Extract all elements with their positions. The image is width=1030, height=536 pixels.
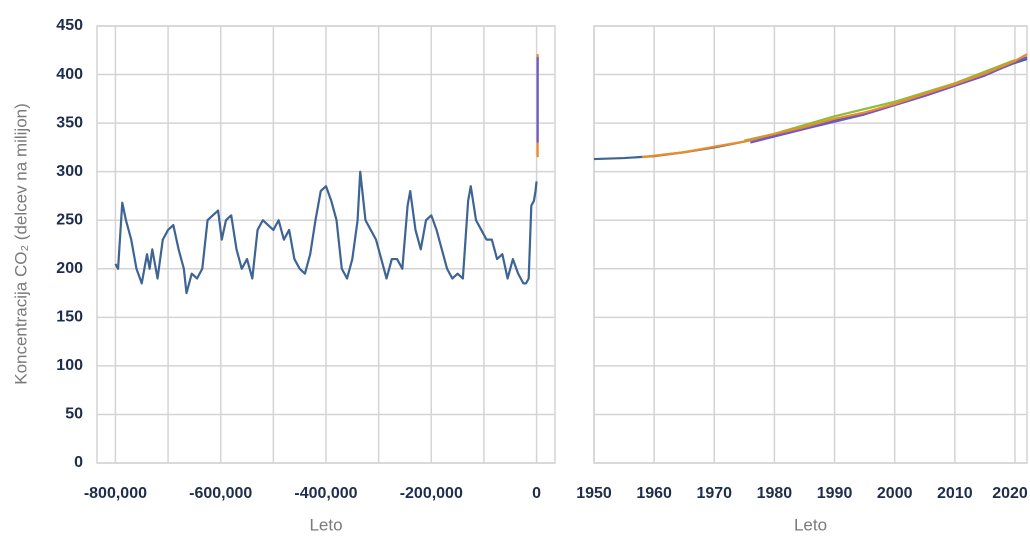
x-tick-label: -200,000 xyxy=(400,485,463,502)
x-tick-label: 1980 xyxy=(757,485,793,502)
y-tick-label: 200 xyxy=(56,260,83,277)
y-tick-label: 0 xyxy=(74,454,83,471)
data-line xyxy=(750,56,1028,144)
x-tick-label: -400,000 xyxy=(294,485,357,502)
y-tick-label: 100 xyxy=(56,357,83,374)
x-tick-label: -800,000 xyxy=(84,485,147,502)
y-tick-label: 150 xyxy=(56,309,83,326)
y-tick-label: 300 xyxy=(56,163,83,180)
y-tick-label: 400 xyxy=(56,66,83,83)
x-tick-label: 1970 xyxy=(696,485,732,502)
data-line xyxy=(641,53,1028,159)
y-tick-label: 450 xyxy=(56,17,83,34)
x-tick-label: 2000 xyxy=(877,485,913,502)
x-axis-label: Leto xyxy=(794,515,827,534)
plot-area xyxy=(593,25,1028,464)
y-tick-label: 50 xyxy=(65,406,83,423)
x-tick-label: 1960 xyxy=(636,485,672,502)
y-tick-label: 350 xyxy=(56,114,83,131)
x-tick-label: -600,000 xyxy=(189,485,252,502)
x-tick-label: 2020 xyxy=(992,485,1028,502)
x-tick-label: 2010 xyxy=(937,485,973,502)
x-tick-label: 1990 xyxy=(817,485,853,502)
x-axis-label: Leto xyxy=(309,515,342,534)
y-tick-label: 250 xyxy=(56,211,83,228)
y-axis-label: Koncentracija CO₂ (delcev na milijon) xyxy=(11,103,30,385)
x-tick-label: 1950 xyxy=(576,485,612,502)
data-line xyxy=(114,170,538,295)
x-tick-label: 0 xyxy=(532,485,541,502)
